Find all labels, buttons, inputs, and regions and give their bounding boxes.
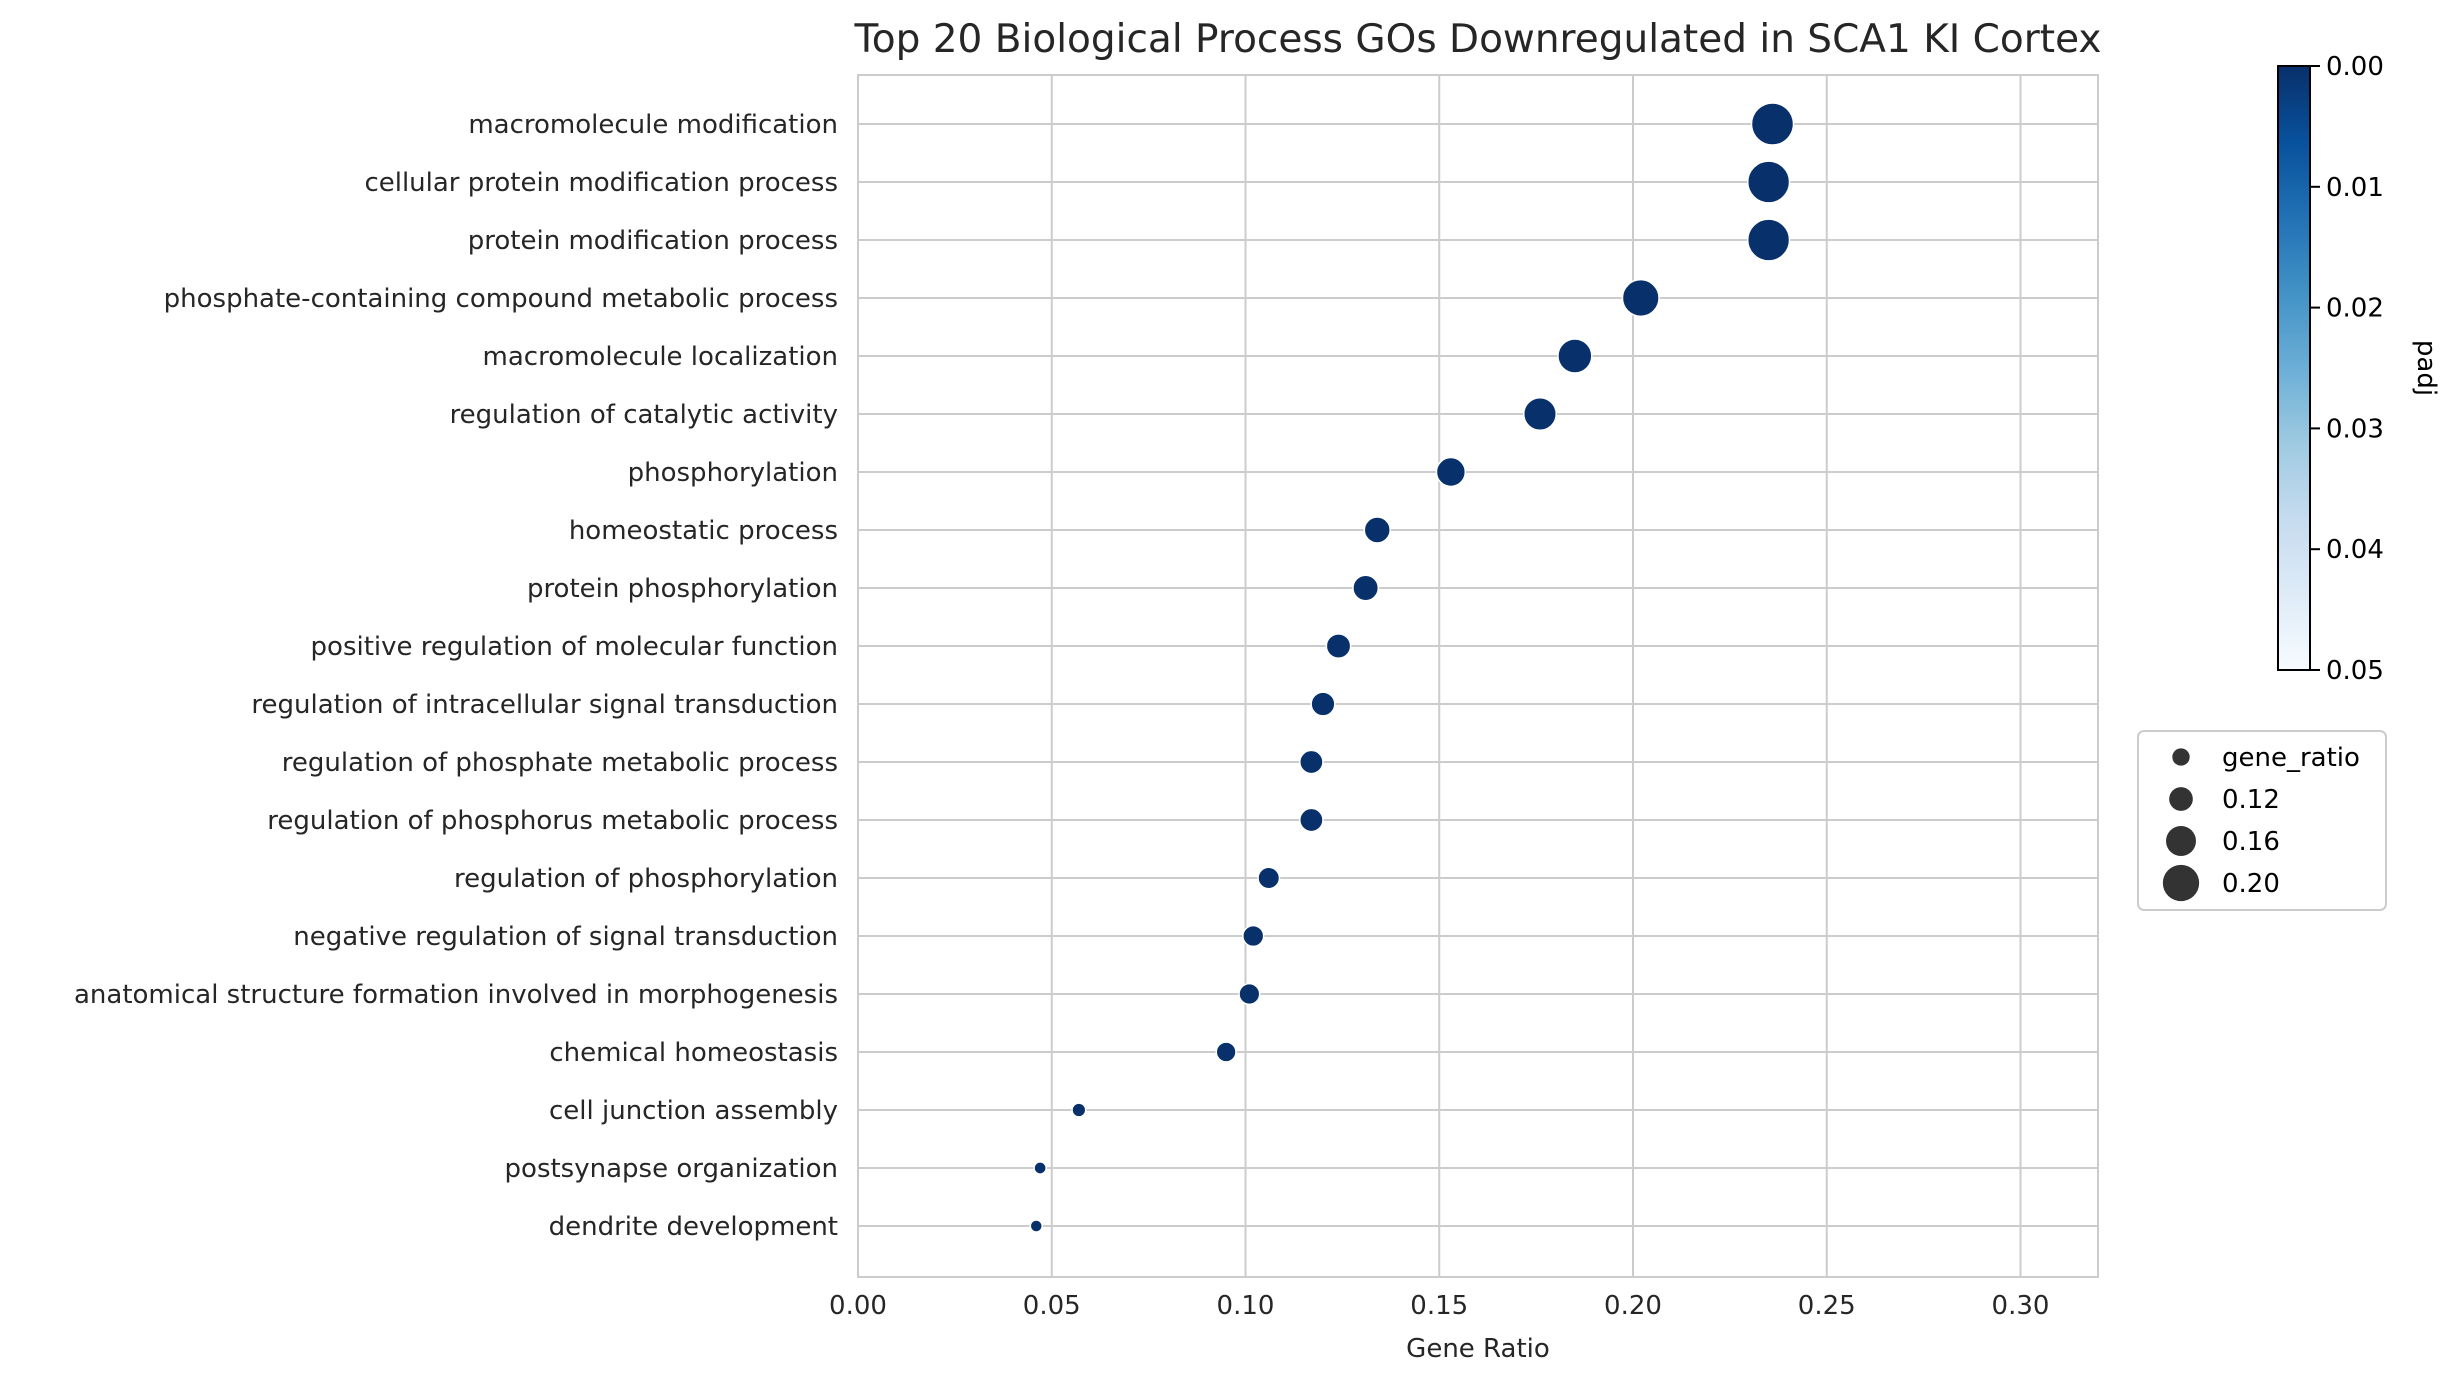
- data-points: [1029, 102, 1795, 1233]
- data-point: [1363, 516, 1391, 544]
- x-tick-label: 0.20: [1604, 1291, 1662, 1321]
- data-point: [1029, 1219, 1043, 1233]
- colorbar-label: padj: [2411, 340, 2441, 396]
- y-tick-label: chemical homeostasis: [549, 1038, 838, 1068]
- y-axis-labels: macromolecule modification cellular prote…: [74, 110, 838, 1242]
- y-tick-label: macromolecule modification: [468, 110, 838, 140]
- y-tick-label: cellular protein modification process: [364, 168, 838, 198]
- y-tick-label: regulation of phosphate metabolic proces…: [282, 748, 838, 778]
- y-tick-label: regulation of phosphorus metabolic proce…: [267, 806, 838, 836]
- legend-entry-label: 0.16: [2222, 827, 2280, 857]
- data-point: [1033, 1161, 1047, 1175]
- x-axis-title: Gene Ratio: [1406, 1334, 1550, 1364]
- x-tick-label: 0.00: [829, 1291, 887, 1321]
- size-legend-entries: gene_ratio 0.12 0.16 0.20: [2162, 743, 2360, 902]
- legend-marker: [2169, 787, 2193, 811]
- data-point: [1299, 749, 1324, 775]
- plot-area: [857, 74, 2099, 1278]
- legend-marker: [2172, 748, 2190, 766]
- colorbar-tick-label: 0.04: [2326, 535, 2384, 565]
- y-tick-label: regulation of intracellular signal trans…: [251, 690, 838, 720]
- data-point: [1746, 160, 1791, 204]
- data-point: [1071, 1102, 1087, 1118]
- y-tick-label: protein modification process: [468, 226, 838, 256]
- colorbar-tick-label: 0.05: [2326, 656, 2384, 686]
- data-point: [1352, 574, 1380, 602]
- x-tick-label: 0.15: [1410, 1291, 1468, 1321]
- legend-marker: [2166, 826, 2196, 856]
- y-tick-label: regulation of catalytic activity: [450, 400, 838, 430]
- y-tick-label: phosphate-containing compound metabolic …: [164, 284, 838, 314]
- data-point: [1257, 866, 1281, 890]
- y-tick-label: cell junction assembly: [549, 1096, 838, 1126]
- data-point: [1325, 633, 1352, 659]
- size-legend: [2137, 730, 2387, 911]
- colorbar-tick-label: 0.01: [2326, 173, 2384, 203]
- colorbar-ticks: 0.00 0.01 0.02 0.03 0.04 0.05: [2310, 52, 2384, 686]
- colorbar-tick-label: 0.02: [2326, 294, 2384, 324]
- data-point: [1522, 396, 1558, 432]
- data-point: [1746, 218, 1791, 262]
- y-tick-label: regulation of phosphorylation: [454, 864, 838, 894]
- y-tick-label: anatomical structure formation involved …: [74, 980, 838, 1010]
- data-point: [1238, 982, 1261, 1006]
- x-tick-label: 0.25: [1798, 1291, 1856, 1321]
- data-point: [1435, 456, 1467, 488]
- x-tick-label: 0.05: [1023, 1291, 1081, 1321]
- x-axis-ticks: 0.00 0.05 0.10 0.15 0.20 0.25 0.30: [829, 1291, 2049, 1321]
- data-point: [1242, 924, 1265, 948]
- legend-marker: [2162, 864, 2200, 902]
- chart-title: Top 20 Biological Process GOs Downregula…: [854, 17, 2102, 62]
- data-point: [1299, 807, 1324, 833]
- legend-entry-label: 0.12: [2222, 785, 2280, 815]
- y-tick-label: positive regulation of molecular functio…: [311, 632, 838, 662]
- x-tick-label: 0.10: [1217, 1291, 1275, 1321]
- data-point: [1750, 102, 1795, 146]
- legend-entry-label: 0.20: [2222, 869, 2280, 899]
- y-tick-label: postsynapse organization: [505, 1154, 838, 1184]
- data-point: [1215, 1041, 1237, 1063]
- y-tick-label: phosphorylation: [628, 458, 838, 488]
- legend-title: gene_ratio: [2222, 743, 2360, 773]
- y-tick-label: homeostatic process: [569, 516, 838, 546]
- grid-lines: [857, 75, 2098, 1277]
- y-tick-label: negative regulation of signal transducti…: [293, 922, 838, 952]
- y-tick-label: macromolecule localization: [483, 342, 838, 372]
- colorbar-tick-label: 0.00: [2326, 52, 2384, 82]
- y-tick-label: protein phosphorylation: [527, 574, 838, 604]
- colorbar-tick-label: 0.03: [2326, 414, 2384, 444]
- x-tick-label: 0.30: [1992, 1291, 2050, 1321]
- data-point: [1621, 278, 1660, 318]
- data-point: [1557, 338, 1593, 374]
- y-tick-label: dendrite development: [549, 1212, 838, 1242]
- data-point: [1310, 691, 1336, 717]
- colorbar: [2277, 65, 2311, 671]
